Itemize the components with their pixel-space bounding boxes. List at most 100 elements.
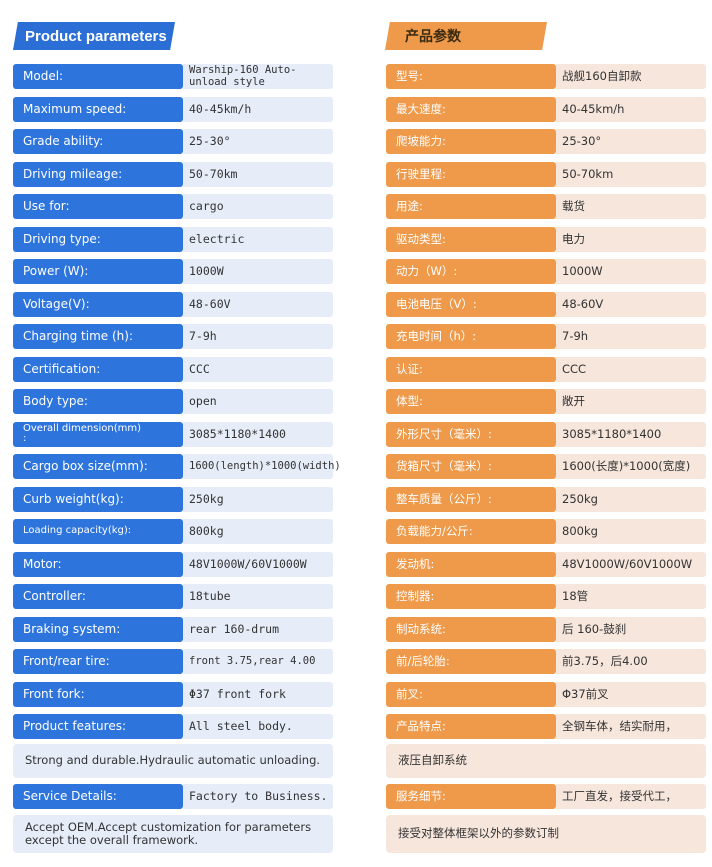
param-label: 驱动类型: [386, 226, 556, 252]
param-row: 驱动类型: 电力 [386, 226, 706, 252]
param-value: open [183, 389, 333, 414]
param-row: 体型: 敞开 [386, 389, 706, 414]
param-row: Controller: 18tube [13, 584, 333, 609]
param-label: Body type: [13, 389, 183, 414]
features-continued: Strong and durable.Hydraulic automatic u… [13, 743, 333, 778]
param-label: Model: [13, 64, 183, 89]
param-label: 整车质量（公斤）: [386, 486, 556, 512]
param-label: 最大速度: [386, 96, 556, 122]
param-value: 3085*1180*1400 [556, 421, 706, 447]
param-label: 体型: [386, 389, 556, 414]
param-row: Grade ability: 25-30° [13, 129, 333, 154]
service-details-value: Factory to Business. [183, 783, 333, 809]
product-parameters-header-cn: 产品参数 [385, 22, 547, 50]
param-row: 动力（W）: 1000W [386, 259, 706, 284]
product-parameters-header: Product parameters [13, 22, 175, 50]
param-row: Charging time (h): 7-9h [13, 324, 333, 349]
param-label: Voltage(V): [13, 291, 183, 317]
param-label: Controller: [13, 584, 183, 609]
param-row: 认证: CCC [386, 356, 706, 382]
param-label: 型号: [386, 64, 556, 89]
param-value: 50-70km [183, 161, 333, 187]
param-row: Cargo box size(mm): 1600(length)*1000(wid… [13, 454, 341, 479]
param-row: 外形尺寸（毫米）: 3085*1180*1400 [386, 421, 706, 447]
param-row: Front/rear tire: front 3.75,rear 4.00 [13, 649, 333, 674]
param-value: rear 160-drum [183, 616, 333, 642]
param-row: Front fork: Φ37 front fork [13, 681, 333, 707]
param-label: 充电时间（h）: [386, 324, 556, 349]
service-details-continued: Accept OEM.Accept customization for para… [13, 814, 333, 853]
param-label: Certification: [13, 356, 183, 382]
param-value: 前3.75，后4.00 [556, 649, 706, 674]
param-label: Curb weight(kg): [13, 486, 183, 512]
param-label: Front fork: [13, 681, 183, 707]
param-row: Curb weight(kg): 250kg [13, 486, 333, 512]
param-label: 前叉: [386, 681, 556, 707]
features-continued: 液压自卸系统 [386, 743, 706, 778]
param-label: Use for: [13, 194, 183, 219]
param-row: 电池电压（V）: 48-60V [386, 291, 706, 317]
param-value: front 3.75,rear 4.00 [183, 649, 333, 674]
param-value: CCC [556, 356, 706, 382]
service-details-value: 工厂直发，接受代工， [556, 783, 706, 809]
param-row: 产品特点: 全钢车体，结实耐用， [386, 714, 706, 739]
param-label: 认证: [386, 356, 556, 382]
param-value: 18tube [183, 584, 333, 609]
param-value: 25-30° [556, 129, 706, 154]
param-row: Motor: 48V1000W/60V1000W [13, 551, 333, 577]
param-row: Use for: cargo [13, 194, 333, 219]
param-value: 1000W [183, 259, 333, 284]
param-label: 产品特点: [386, 714, 556, 739]
service-details-row: Service Details: Factory to Business. [13, 783, 333, 809]
service-details-label: 服务细节: [386, 783, 556, 809]
param-label: Power (W): [13, 259, 183, 284]
param-row: 爬坡能力: 25-30° [386, 129, 706, 154]
param-label: Grade ability: [13, 129, 183, 154]
param-row: 整车质量（公斤）: 250kg [386, 486, 706, 512]
param-row: Certification: CCC [13, 356, 333, 382]
param-row: 前/后轮胎: 前3.75，后4.00 [386, 649, 706, 674]
param-label: Maximum speed: [13, 96, 183, 122]
param-label: Overall dimension(mm) : [13, 421, 183, 447]
param-label: 动力（W）: [386, 259, 556, 284]
param-row: 前叉: Φ37前叉 [386, 681, 706, 707]
param-label: 行驶里程: [386, 161, 556, 187]
param-row: 控制器: 18管 [386, 584, 706, 609]
param-value: 48-60V [556, 291, 706, 317]
param-row: 行驶里程: 50-70km [386, 161, 706, 187]
param-value: 1000W [556, 259, 706, 284]
param-row: Voltage(V): 48-60V [13, 291, 333, 317]
service-details-continued: 接受对整体框架以外的参数订制 [386, 814, 706, 853]
param-value: 后 160-鼓刹 [556, 616, 706, 642]
param-value: 7-9h [556, 324, 706, 349]
param-row: Overall dimension(mm) :3085*1180*1400 [13, 421, 333, 447]
param-row: 制动系统: 后 160-鼓刹 [386, 616, 706, 642]
param-value: 战舰160自卸款 [556, 64, 706, 89]
param-value: 50-70km [556, 161, 706, 187]
param-label: Product features: [13, 714, 183, 739]
param-label: Motor: [13, 551, 183, 577]
param-row: Maximum speed: 40-45km/h [13, 96, 333, 122]
param-row: Driving type: electric [13, 226, 333, 252]
param-label: Front/rear tire: [13, 649, 183, 674]
param-value: 电力 [556, 226, 706, 252]
param-label: 货箱尺寸（毫米）: [386, 454, 556, 479]
param-label: 控制器: [386, 584, 556, 609]
param-value: All steel body. [183, 714, 333, 739]
param-value: 7-9h [183, 324, 333, 349]
param-row: Product features: All steel body. [13, 714, 333, 739]
service-details-label: Service Details: [13, 783, 183, 809]
param-value: 敞开 [556, 389, 706, 414]
param-value: 40-45km/h [556, 96, 706, 122]
param-value: 48V1000W/60V1000W [183, 551, 333, 577]
param-label: Braking system: [13, 616, 183, 642]
service-details-row: 服务细节: 工厂直发，接受代工， [386, 783, 706, 809]
param-row: Body type: open [13, 389, 333, 414]
param-value: 1600(长度)*1000(宽度) [556, 454, 706, 479]
param-value: 800kg [556, 519, 706, 544]
param-row: 发动机: 48V1000W/60V1000W [386, 551, 706, 577]
param-value: 全钢车体，结实耐用， [556, 714, 706, 739]
param-row: Model: Warship-160 Auto-unload style [13, 64, 333, 89]
param-value: 25-30° [183, 129, 333, 154]
param-row: Power (W): 1000W [13, 259, 333, 284]
